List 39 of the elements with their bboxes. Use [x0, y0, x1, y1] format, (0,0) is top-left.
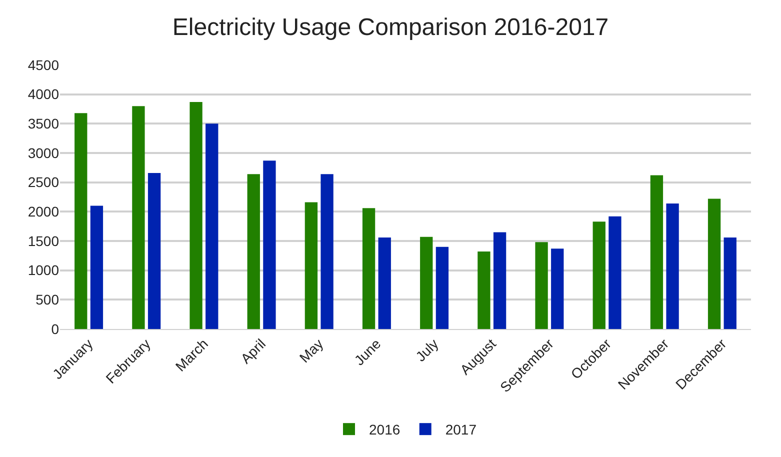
- bar: [535, 242, 548, 329]
- bar: [551, 248, 564, 329]
- bar: [148, 172, 161, 329]
- y-tick-label: 3000: [28, 144, 60, 161]
- bar: [592, 222, 606, 329]
- bar: [378, 237, 391, 329]
- x-tick-label: July: [412, 336, 442, 364]
- bar: [420, 236, 433, 329]
- y-tick-label: 500: [36, 292, 60, 308]
- bar: [263, 160, 276, 329]
- bar: [708, 198, 721, 329]
- bar: [478, 252, 490, 329]
- bar: [724, 237, 736, 329]
- bar: [90, 206, 104, 329]
- bar: [608, 216, 622, 329]
- bar: [493, 232, 506, 329]
- bar: [436, 246, 449, 329]
- y-tick-label: 1500: [28, 232, 60, 249]
- bar: [132, 106, 145, 329]
- y-tick-label: 2500: [28, 174, 60, 190]
- y-tick-label: 0: [51, 320, 60, 337]
- bar: [206, 124, 218, 329]
- legend-label: 2017: [445, 422, 477, 438]
- bar: [74, 113, 88, 329]
- bar: [362, 208, 376, 329]
- chart-title: Electricity Usage Comparison 2016-2017: [172, 14, 609, 42]
- bar: [666, 203, 679, 329]
- x-tick-label: May: [296, 336, 326, 366]
- y-tick-label: 4500: [28, 56, 60, 73]
- y-tick-label: 3500: [28, 116, 60, 132]
- y-tick-label: 2000: [28, 204, 60, 220]
- bar: [247, 174, 260, 329]
- bar: [304, 202, 318, 329]
- y-tick-label: 1000: [28, 262, 60, 278]
- y-tick-label: 4000: [28, 86, 60, 102]
- legend-label: 2016: [369, 422, 400, 438]
- bar: [190, 102, 202, 329]
- bar: [650, 175, 664, 329]
- bar: [320, 174, 334, 329]
